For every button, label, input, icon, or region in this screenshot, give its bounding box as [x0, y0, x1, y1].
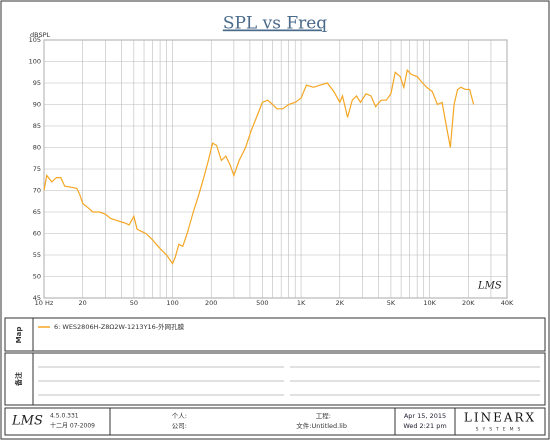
footer	[4, 407, 546, 436]
y-tick-label: 90	[33, 101, 41, 109]
y-tick-label: 50	[33, 273, 41, 281]
footer-logo: LMS	[11, 414, 43, 429]
build-date: 十二月 07-2009	[50, 422, 95, 430]
chart-title: SPL vs Freq	[223, 14, 327, 34]
x-tick-label: 20	[79, 299, 87, 307]
y-tick-label: 95	[33, 79, 41, 87]
x-tick-label: 40K	[501, 299, 514, 307]
y-tick-label: 55	[33, 251, 41, 259]
person: 个人:	[172, 412, 187, 420]
project: 工程:	[316, 411, 331, 420]
notes-label: 备注	[14, 372, 23, 387]
y-tick-label: 70	[33, 187, 41, 195]
y-axis-label: dBSPL	[30, 31, 51, 39]
brand: LINEARX	[464, 411, 536, 425]
version: 4.5.0.331	[50, 413, 79, 420]
x-tick-label: 100	[166, 299, 178, 307]
x-tick-label: 500	[256, 299, 268, 307]
x-tick-label: 10 Hz	[35, 299, 54, 307]
y-tick-label: 100	[29, 58, 41, 66]
y-tick-label: 65	[33, 208, 41, 216]
y-tick-label: 105	[29, 36, 41, 44]
watermark: LMS	[477, 281, 502, 292]
map-label: Map	[15, 327, 23, 344]
x-tick-label: 5K	[387, 299, 396, 307]
brand-sub: SYSTEMS	[476, 427, 525, 433]
legend-entry: 6: WES2806H-Z8Ω2W-1213Y16-外网孔膜	[54, 322, 185, 331]
x-tick-label: 2K	[336, 299, 345, 307]
x-tick-label: 10K	[423, 299, 436, 307]
y-tick-label: 60	[33, 230, 41, 238]
note-lines	[38, 366, 540, 396]
y-tick-label: 45	[33, 294, 41, 302]
x-tick-label: 1K	[297, 299, 306, 307]
x-tick-label: 20K	[462, 299, 475, 307]
map-panel	[4, 317, 546, 352]
y-tick-label: 85	[33, 122, 41, 130]
y-tick-label: 75	[33, 165, 41, 173]
date: Apr 15, 2015	[404, 412, 446, 420]
file: 文件:Untitled.lib	[296, 421, 347, 430]
notes-panel	[4, 352, 546, 406]
x-tick-label: 200	[205, 299, 217, 307]
y-tick-label: 80	[33, 144, 41, 152]
company: 公司:	[172, 422, 187, 430]
data-line	[43, 68, 475, 265]
time: Wed 2:21 pm	[403, 422, 446, 430]
x-tick-label: 50	[130, 299, 138, 307]
